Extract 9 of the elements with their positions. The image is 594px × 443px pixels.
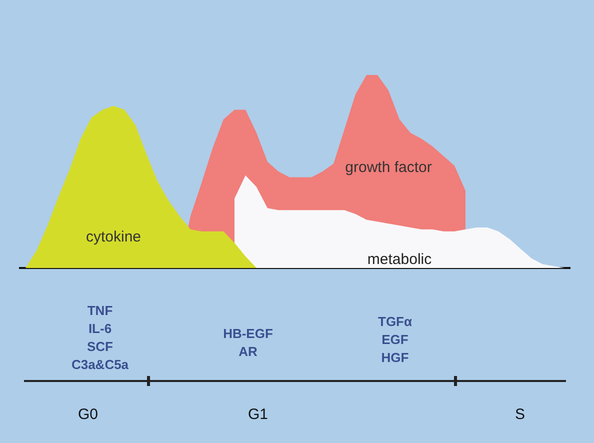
series-label: cytokine (86, 228, 142, 246)
text: G1 (246, 406, 269, 424)
series-label: metabolic (367, 250, 432, 268)
series-label: growth factor (345, 158, 432, 176)
text: S (514, 406, 526, 424)
text: G0 (76, 406, 99, 424)
text: HB-EGF AR (222, 325, 274, 361)
text: TNF IL-6 SCF C3a&C5a (70, 302, 130, 374)
text: TGFα EGF HGF (377, 313, 413, 367)
